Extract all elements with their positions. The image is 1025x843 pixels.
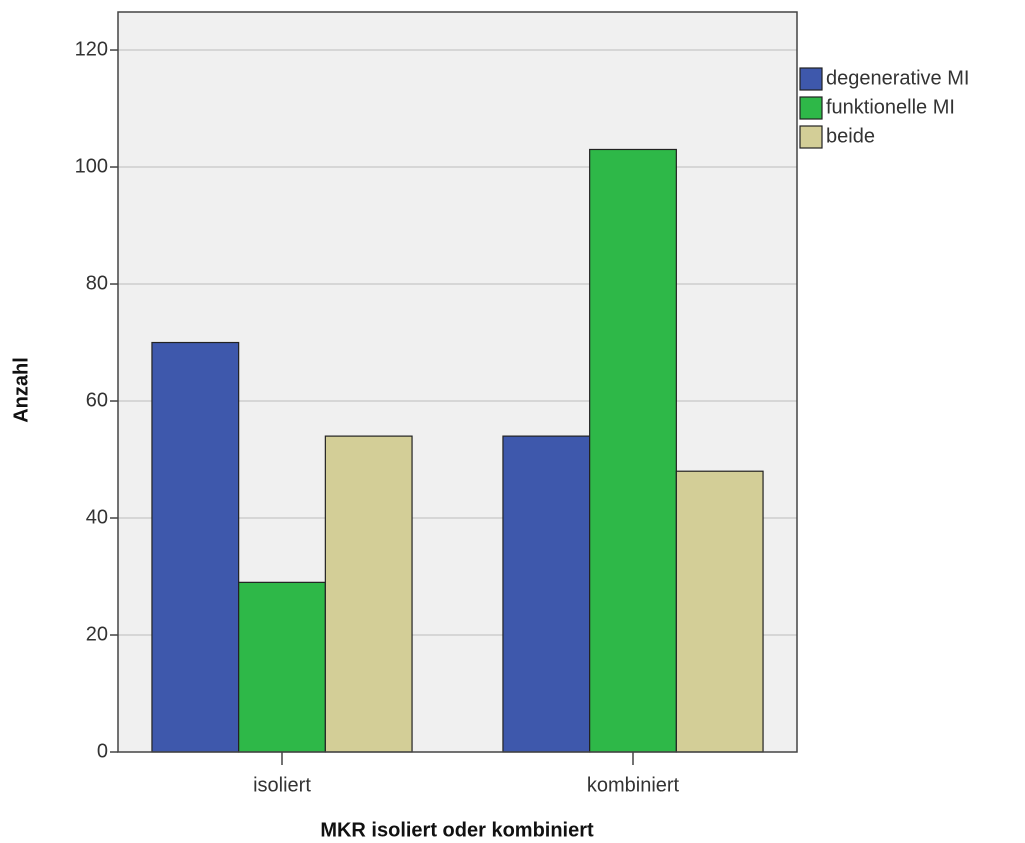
- bar: [238, 581, 326, 753]
- legend-swatch: [799, 96, 823, 120]
- y-tick-label: 20: [86, 623, 108, 645]
- bar: [502, 435, 591, 753]
- bar: [675, 470, 764, 753]
- x-axis-title: MKR isoliert oder kombiniert: [320, 819, 594, 841]
- x-tick-label: kombiniert: [587, 774, 680, 796]
- legend-swatch: [799, 67, 823, 91]
- y-axis-title: Anzahl: [10, 357, 32, 423]
- bar: [589, 148, 677, 753]
- legend-label: beide: [826, 125, 875, 147]
- x-tick-label: isoliert: [253, 774, 311, 796]
- legend-label: funktionelle MI: [826, 96, 955, 118]
- y-tick-label: 40: [86, 506, 108, 528]
- y-tick-label: 0: [97, 740, 108, 762]
- bar: [324, 435, 413, 753]
- y-tick-label: 120: [75, 38, 108, 60]
- legend-label: degenerative MI: [826, 67, 969, 89]
- y-tick-label: 60: [86, 389, 108, 411]
- bar: [151, 341, 240, 753]
- y-tick-label: 100: [75, 155, 108, 177]
- y-tick-label: 80: [86, 272, 108, 294]
- legend-swatch: [799, 125, 823, 149]
- plot-frame: [117, 11, 798, 753]
